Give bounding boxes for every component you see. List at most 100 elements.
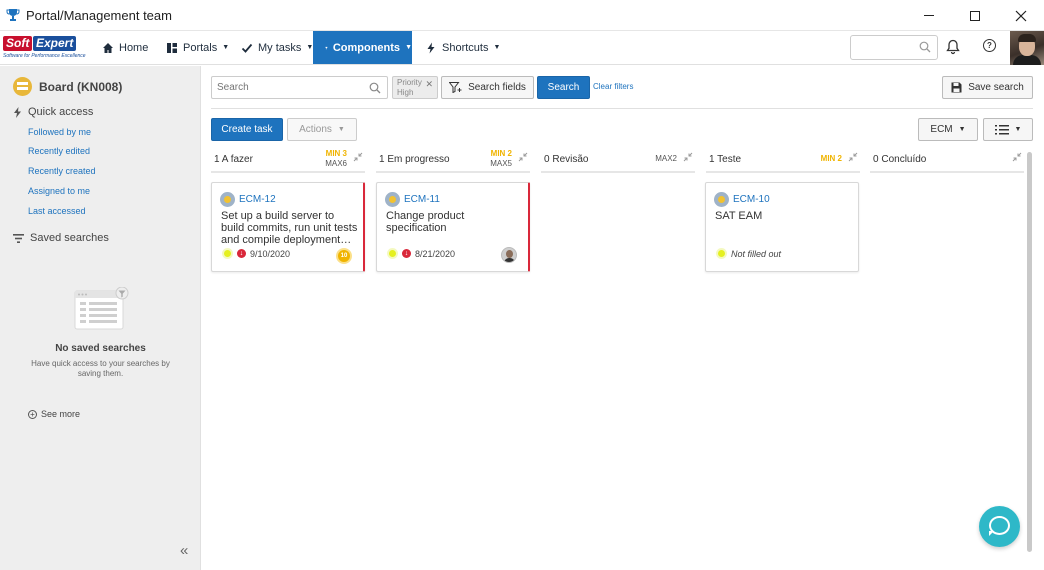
search-button[interactable]: Search: [537, 76, 590, 99]
logo-expert: Expert: [33, 36, 77, 51]
divider: [211, 108, 1033, 109]
card-date: Not filled out: [731, 248, 782, 259]
chevron-down-icon: ▼: [337, 126, 345, 133]
column-title: 1 Teste: [709, 154, 741, 165]
main-content: Priority High ✕ Search fields Search Cle…: [201, 66, 1044, 570]
board-search-input[interactable]: [212, 77, 362, 98]
empty-state-text: Have quick access to your searches by sa…: [31, 359, 170, 378]
saved-searches-label: Saved searches: [30, 232, 109, 244]
softexpert-logo[interactable]: Soft Expert Software for Performance Exc…: [3, 36, 89, 60]
create-task-label: Create task: [221, 124, 273, 135]
column-limits: MIN 2: [821, 154, 842, 164]
board-search-box[interactable]: [211, 76, 388, 99]
task-card-ecm-12[interactable]: ECM-12 Set up a build server to build co…: [211, 182, 365, 272]
task-card-ecm-10[interactable]: ECM-10 SAT EAM Not filled out: [705, 182, 859, 272]
card-date: 8/21/2020: [415, 248, 456, 259]
card-id[interactable]: ECM-10: [714, 192, 770, 207]
card-date: 9/10/2020: [250, 248, 291, 259]
nav-shortcuts[interactable]: Shortcuts ▼: [425, 31, 500, 64]
quick-link-last-accessed[interactable]: Last accessed: [28, 206, 86, 216]
quick-link-recently-created[interactable]: Recently created: [28, 166, 96, 176]
chevron-down-icon: ▼: [306, 44, 314, 51]
quick-link-recently-edited[interactable]: Recently edited: [28, 146, 91, 156]
column-min: MIN 2: [490, 149, 512, 158]
view-options-dropdown[interactable]: ▼: [983, 118, 1033, 141]
global-search-input[interactable]: [850, 35, 938, 60]
create-task-button[interactable]: Create task: [211, 118, 283, 141]
quick-access-label: Quick access: [28, 106, 94, 118]
nav-portals[interactable]: Portals ▼: [166, 31, 229, 64]
empty-list-icon: [74, 287, 129, 330]
collapse-sidebar-icon[interactable]: «: [180, 542, 189, 559]
search-icon: [919, 41, 931, 53]
board-title: Board (KN008): [39, 79, 123, 94]
column-title: 1 Em progresso: [379, 154, 450, 165]
nav-components-label: Components: [332, 41, 401, 54]
quick-access-header: Quick access: [13, 106, 93, 118]
collapse-column-icon[interactable]: [1012, 152, 1022, 162]
nav-home[interactable]: Home: [102, 31, 148, 64]
sidebar: Board (KN008) Quick access Followed by m…: [0, 66, 201, 570]
plus-circle-icon: +: [28, 409, 37, 419]
help-icon[interactable]: ?: [983, 39, 996, 52]
card-id[interactable]: ECM-11: [385, 192, 440, 207]
filter-plus-icon: [449, 82, 462, 93]
clear-filters-link[interactable]: Clear filters: [593, 82, 634, 91]
task-card-ecm-11[interactable]: ECM-11 Change product specification ↓ 8/…: [376, 182, 530, 272]
assignee-avatar[interactable]: [501, 247, 517, 263]
nav-my-tasks-label: My tasks: [258, 41, 302, 54]
collapse-column-icon[interactable]: [683, 152, 693, 162]
card-id[interactable]: ECM-12: [220, 192, 276, 207]
chat-help-button[interactable]: [979, 506, 1020, 547]
minimize-button[interactable]: [906, 0, 952, 31]
maximize-button[interactable]: [952, 0, 998, 31]
ecm-filter-dropdown[interactable]: ECM ▼: [918, 118, 978, 141]
saved-searches-header: Saved searches: [13, 232, 109, 244]
chip-value: High: [397, 88, 414, 97]
card-footer: ↓ 9/10/2020: [222, 248, 290, 259]
column-title: 0 Concluído: [873, 154, 926, 165]
chevron-down-icon: ▼: [1014, 126, 1022, 133]
top-navigation: Soft Expert Software for Performance Exc…: [0, 31, 1044, 65]
chevron-down-icon: ▼: [405, 44, 412, 51]
chevron-down-icon: ▼: [958, 126, 966, 133]
nav-components[interactable]: Components ▼: [313, 31, 412, 64]
column-min: MIN 3: [325, 149, 347, 158]
chip-label: Priority: [397, 78, 422, 87]
collapse-column-icon[interactable]: [518, 152, 528, 162]
window-title: Portal/Management team: [26, 8, 172, 23]
quick-link-assigned[interactable]: Assigned to me: [28, 186, 91, 196]
close-button[interactable]: [998, 0, 1044, 31]
task-type-icon: [220, 192, 235, 207]
card-title: SAT EAM: [715, 210, 763, 222]
priority-indicator-icon: [222, 248, 233, 259]
see-more-link[interactable]: + See more: [28, 409, 80, 419]
collapse-column-icon[interactable]: [353, 152, 363, 162]
column-header-teste: 1 Teste MIN 2: [706, 149, 860, 173]
collapse-column-icon[interactable]: [848, 152, 858, 162]
remove-filter-icon[interactable]: ✕: [425, 79, 433, 89]
actions-label: Actions: [299, 124, 332, 135]
board-scrollbar[interactable]: [1027, 152, 1032, 552]
arrow-down-icon: ↓: [402, 249, 411, 258]
card-footer: Not filled out: [716, 248, 781, 259]
bell-icon[interactable]: [946, 39, 960, 55]
search-button-label: Search: [547, 82, 580, 93]
card-footer: ↓ 8/21/2020: [387, 248, 455, 259]
nav-shortcuts-label: Shortcuts: [442, 41, 489, 54]
column-count: 1: [709, 154, 715, 165]
ecm-label: ECM: [930, 124, 953, 135]
lightning-icon: [427, 42, 435, 53]
actions-dropdown[interactable]: Actions ▼: [287, 118, 357, 141]
trophy-icon: [6, 9, 20, 21]
user-avatar[interactable]: [1010, 31, 1044, 65]
quick-link-followed[interactable]: Followed by me: [28, 127, 92, 137]
save-search-label: Save search: [968, 82, 1024, 93]
window-titlebar: Portal/Management team: [0, 0, 1044, 31]
column-header-em-progresso: 1 Em progresso MIN 2 MAX5: [376, 149, 530, 173]
nav-my-tasks[interactable]: My tasks ▼: [241, 31, 313, 64]
search-fields-button[interactable]: Search fields: [441, 76, 534, 99]
maximize-icon: [970, 10, 980, 21]
save-search-button[interactable]: Save search: [942, 76, 1033, 99]
filter-chip-priority[interactable]: Priority High ✕: [392, 76, 438, 99]
